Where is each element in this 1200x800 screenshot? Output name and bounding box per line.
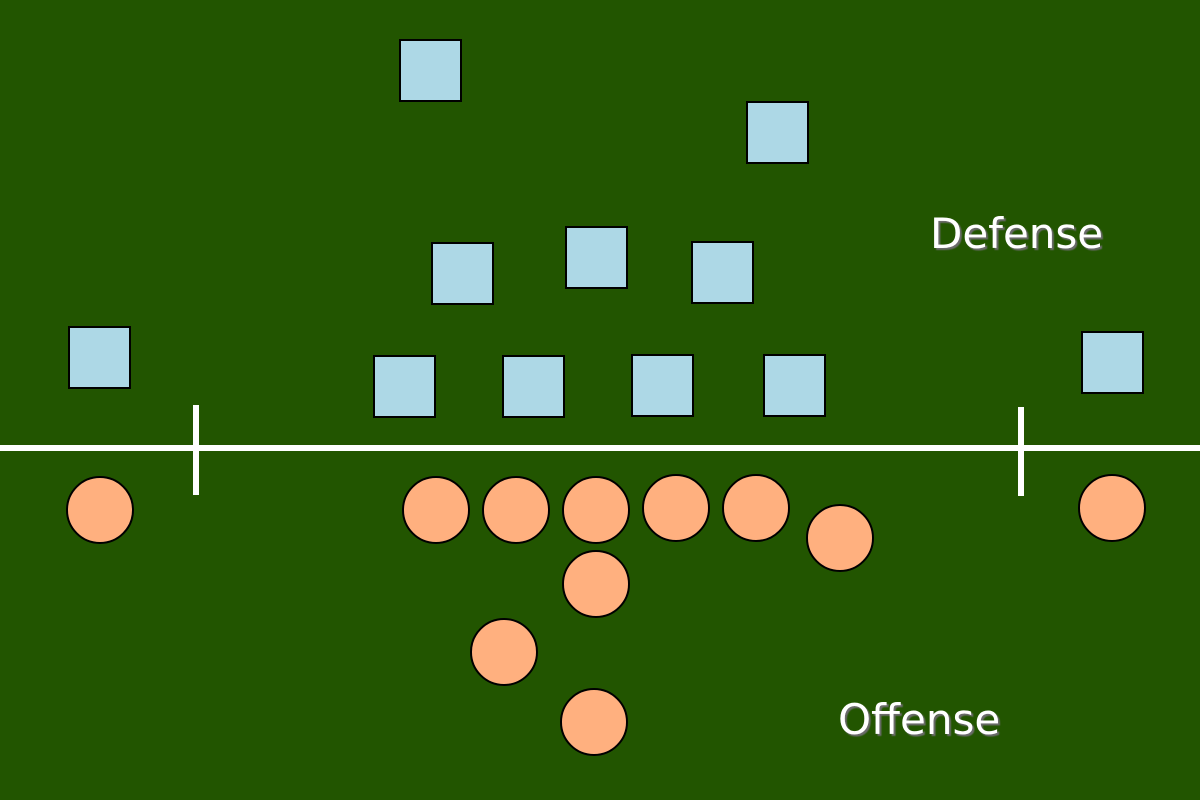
offense-player-circle — [562, 476, 630, 544]
defense-player-square — [1081, 331, 1144, 394]
defense-player-square — [746, 101, 809, 164]
defense-player-square — [691, 241, 754, 304]
hash-mark-right — [1018, 407, 1024, 496]
defense-players — [68, 39, 1144, 418]
offense-player-circle — [722, 474, 790, 542]
hash-mark-left — [193, 405, 199, 495]
offense-players — [66, 474, 1146, 756]
defense-player-square — [763, 354, 826, 417]
defense-player-square — [565, 226, 628, 289]
offense-player-circle — [560, 688, 628, 756]
offense-player-circle — [806, 504, 874, 572]
defense-player-square — [631, 354, 694, 417]
offense-player-circle — [66, 476, 134, 544]
line-of-scrimmage — [0, 445, 1200, 451]
defense-label: Defense — [930, 209, 1103, 258]
offense-player-circle — [1078, 474, 1146, 542]
defense-player-square — [502, 355, 565, 418]
offense-player-circle — [642, 474, 710, 542]
offense-label: Offense — [838, 695, 1000, 744]
offense-player-circle — [470, 618, 538, 686]
defense-player-square — [373, 355, 436, 418]
defense-player-square — [68, 326, 131, 389]
defense-player-square — [399, 39, 462, 102]
offense-player-circle — [562, 550, 630, 618]
defense-player-square — [431, 242, 494, 305]
offense-player-circle — [482, 476, 550, 544]
offense-player-circle — [402, 476, 470, 544]
